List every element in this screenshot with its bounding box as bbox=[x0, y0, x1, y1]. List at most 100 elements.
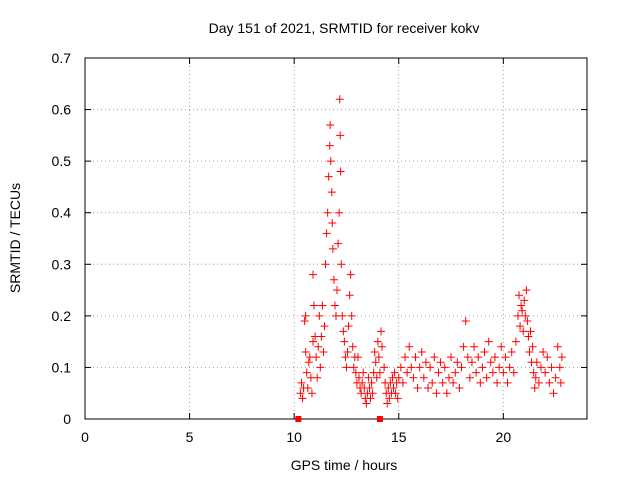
data-point-plus bbox=[337, 260, 346, 269]
data-point-plus bbox=[495, 363, 504, 372]
y-tick-label: 0.1 bbox=[52, 359, 72, 375]
data-point-plus bbox=[301, 347, 310, 356]
x-axis-label: GPS time / hours bbox=[291, 457, 398, 473]
data-point-plus bbox=[444, 373, 453, 382]
y-tick-label: 0.4 bbox=[52, 205, 72, 221]
x-tick-label: 0 bbox=[81, 429, 89, 445]
data-point-plus bbox=[447, 353, 456, 362]
data-point-plus bbox=[528, 342, 537, 351]
data-point-plus bbox=[531, 373, 540, 382]
data-point-plus bbox=[409, 373, 418, 382]
data-point-plus bbox=[520, 296, 529, 305]
data-point-plus bbox=[411, 353, 420, 362]
grid-lines bbox=[85, 58, 587, 419]
data-point-plus bbox=[465, 373, 474, 382]
data-point-plus bbox=[530, 384, 539, 393]
axis-ticks: 0 5 10 15 20 0 0.1 0.2 0.3 0.4 0.5 0.6 0.7 bbox=[52, 50, 587, 445]
data-point-plus bbox=[339, 327, 348, 336]
data-point-plus bbox=[310, 301, 319, 310]
data-point-plus bbox=[523, 317, 532, 326]
data-point-plus bbox=[457, 363, 466, 372]
data-point-plus bbox=[320, 322, 329, 331]
data-point-plus bbox=[543, 353, 552, 362]
data-point-plus bbox=[453, 358, 462, 367]
data-point-plus bbox=[364, 373, 373, 382]
data-point-plus bbox=[398, 378, 407, 387]
data-point-plus bbox=[349, 363, 358, 372]
data-point-plus bbox=[374, 353, 383, 362]
data-point-plus bbox=[298, 394, 307, 403]
data-point-plus bbox=[385, 394, 394, 403]
data-point-plus bbox=[419, 373, 428, 382]
plot-frame bbox=[84, 57, 588, 420]
data-point-plus bbox=[355, 373, 364, 382]
data-point-plus bbox=[366, 394, 375, 403]
data-point-plus bbox=[438, 378, 447, 387]
data-point-plus bbox=[467, 358, 476, 367]
data-point-plus bbox=[336, 167, 345, 176]
data-point-plus bbox=[380, 363, 389, 372]
data-point-plus bbox=[341, 353, 350, 362]
x-tick-label: 5 bbox=[186, 429, 194, 445]
data-point-plus bbox=[353, 353, 362, 362]
data-point-plus bbox=[359, 368, 368, 377]
data-point-plus bbox=[321, 260, 330, 269]
data-point-plus bbox=[301, 311, 310, 320]
data-point-plus bbox=[529, 368, 538, 377]
data-point-plus bbox=[553, 342, 562, 351]
x-tick-label: 10 bbox=[286, 429, 302, 445]
data-point-plus bbox=[313, 373, 322, 382]
x-tick-label: 15 bbox=[391, 429, 407, 445]
data-point-plus bbox=[358, 378, 367, 387]
data-point-plus bbox=[509, 368, 518, 377]
data-point-plus bbox=[327, 188, 336, 197]
data-point-plus bbox=[426, 363, 435, 372]
data-point-plus bbox=[497, 342, 506, 351]
data-point-plus bbox=[367, 378, 376, 387]
data-point-plus bbox=[328, 244, 337, 253]
data-point-plus bbox=[312, 353, 321, 362]
data-point-plus bbox=[490, 353, 499, 362]
data-point-plus bbox=[344, 322, 353, 331]
data-point-plus bbox=[342, 363, 351, 372]
data-point-plus bbox=[525, 347, 534, 356]
data-point-plus bbox=[524, 332, 533, 341]
data-point-plus bbox=[551, 373, 560, 382]
data-point-plus bbox=[373, 337, 382, 346]
data-point-plus bbox=[476, 378, 485, 387]
y-tick-label: 0.6 bbox=[52, 102, 72, 118]
data-point-plus bbox=[303, 384, 312, 393]
data-point-square bbox=[376, 416, 383, 422]
y-tick-label: 0.5 bbox=[52, 153, 72, 169]
data-point-plus bbox=[511, 337, 520, 346]
data-point-plus bbox=[319, 347, 328, 356]
data-point-plus bbox=[351, 368, 360, 377]
data-point-plus bbox=[430, 353, 439, 362]
data-point-plus bbox=[478, 363, 487, 372]
data-point-plus bbox=[329, 275, 338, 284]
data-point-plus bbox=[549, 389, 558, 398]
data-point-plus bbox=[486, 358, 495, 367]
data-point-plus bbox=[390, 368, 399, 377]
data-point-plus bbox=[333, 286, 342, 295]
data-point-plus bbox=[459, 342, 468, 351]
data-point-plus bbox=[518, 306, 527, 315]
data-point-plus bbox=[401, 353, 410, 362]
data-point-plus bbox=[336, 131, 345, 140]
data-point-plus bbox=[334, 239, 343, 248]
data-point-plus bbox=[326, 121, 335, 130]
data-point-square bbox=[295, 416, 302, 422]
data-point-plus bbox=[347, 311, 356, 320]
data-point-plus bbox=[463, 353, 472, 362]
data-point-plus bbox=[515, 291, 524, 300]
data-point-plus bbox=[455, 384, 464, 393]
data-point-plus bbox=[296, 389, 305, 398]
data-point-plus bbox=[516, 322, 525, 331]
data-point-plus bbox=[539, 347, 548, 356]
y-tick-label: 0.2 bbox=[52, 308, 72, 324]
data-point-plus bbox=[370, 347, 379, 356]
data-point-plus bbox=[451, 368, 460, 377]
data-point-plus bbox=[421, 358, 430, 367]
data-point-plus bbox=[532, 358, 541, 367]
